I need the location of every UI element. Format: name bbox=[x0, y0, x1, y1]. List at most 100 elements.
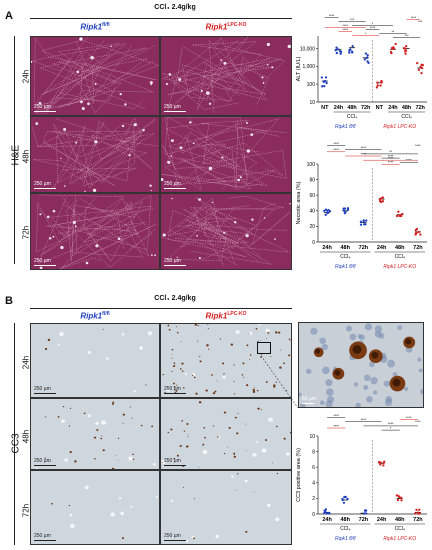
data-point bbox=[324, 213, 327, 216]
scale-label: 250 µm bbox=[164, 458, 181, 464]
scale-label: 250 µm bbox=[164, 258, 181, 264]
zoom-region-box bbox=[257, 342, 271, 354]
he-image-ko-24h: 250 µm bbox=[160, 36, 292, 116]
data-point bbox=[343, 495, 346, 499]
panel-a-stain-label: H&E bbox=[10, 144, 22, 166]
data-point bbox=[325, 512, 329, 515]
genotype-sup: LPC-KO bbox=[227, 22, 247, 28]
x-tick-label: 48h bbox=[395, 245, 405, 251]
necrotic-area-chart: 0 20 40 60 80 100 Necrotic area (%) 24h 48h 72h 24… bbox=[296, 142, 427, 270]
y-tick-label: 2 bbox=[312, 496, 315, 502]
data-point bbox=[334, 49, 337, 52]
significance-label: ** bbox=[392, 30, 395, 34]
genotype-sup: fl/fl bbox=[102, 311, 110, 317]
group-label: CCl₄ bbox=[347, 114, 357, 120]
zoom-texture bbox=[299, 323, 423, 407]
data-point bbox=[379, 200, 383, 204]
significance-label: **** bbox=[388, 157, 394, 161]
data-point bbox=[351, 51, 354, 54]
data-point bbox=[342, 209, 346, 212]
data-point bbox=[326, 211, 329, 215]
y-tick-label: 0 bbox=[312, 512, 315, 518]
data-point bbox=[379, 463, 382, 466]
cc3-image-fl-72h: 250 µm bbox=[30, 470, 160, 545]
zoom-connector-lines bbox=[256, 340, 299, 409]
significance-label: **** bbox=[361, 152, 367, 156]
data-point bbox=[395, 494, 398, 497]
data-point bbox=[417, 512, 421, 515]
x-tick-label: 72h bbox=[413, 517, 423, 523]
data-point bbox=[390, 51, 393, 55]
data-point bbox=[359, 223, 363, 226]
significance-label: *** bbox=[404, 34, 409, 38]
scale-label: 250 µm bbox=[164, 181, 181, 187]
x-tick-label: NT bbox=[376, 105, 384, 111]
data-point bbox=[323, 79, 327, 83]
panel-b-condition: CCl₄ 2.4g/kg bbox=[154, 295, 196, 302]
data-point bbox=[383, 460, 386, 463]
data-point bbox=[325, 81, 328, 85]
data-point bbox=[364, 223, 367, 226]
y-tick-label: 100 bbox=[307, 162, 316, 168]
data-point bbox=[416, 61, 419, 65]
data-point bbox=[418, 508, 421, 511]
data-point bbox=[339, 52, 342, 55]
data-point bbox=[382, 464, 385, 467]
tissue-texture bbox=[170, 472, 280, 543]
data-point bbox=[321, 85, 324, 88]
scale-label: 250 µm bbox=[34, 386, 51, 392]
significance-label: **** bbox=[342, 24, 348, 28]
data-point bbox=[401, 212, 404, 216]
x-tick-label: 24h bbox=[388, 105, 398, 111]
data-point bbox=[327, 511, 330, 515]
y-tick-label: 0 bbox=[312, 240, 315, 246]
scale-bar: 250 µm bbox=[34, 458, 56, 466]
data-point bbox=[323, 85, 326, 88]
data-point bbox=[342, 207, 345, 210]
tissue-texture bbox=[31, 117, 158, 192]
scale-bar: 250 µm bbox=[34, 104, 56, 112]
significance-label: *** bbox=[418, 20, 423, 24]
data-point bbox=[378, 197, 382, 201]
data-point bbox=[366, 54, 369, 57]
scale-bar: 250 µm bbox=[164, 104, 186, 112]
tissue-texture bbox=[162, 324, 291, 395]
significance-label: **** bbox=[333, 414, 339, 418]
significance-label: * bbox=[390, 426, 392, 430]
significance-label: **** bbox=[333, 148, 339, 152]
scale-label: 250 µm bbox=[164, 386, 181, 392]
panel-b-stain-label: CC3 bbox=[10, 433, 22, 454]
y-axis-label: Necrotic area (%) bbox=[296, 181, 302, 224]
genotype-name: Ripk1 bbox=[80, 311, 103, 321]
data-point bbox=[402, 47, 406, 50]
group-label: CCl₄ bbox=[340, 254, 350, 260]
data-point bbox=[348, 48, 352, 52]
scale-bar: 250 µm bbox=[164, 458, 186, 466]
scale-label: 250 µm bbox=[34, 181, 51, 187]
data-point bbox=[417, 68, 421, 72]
data-point bbox=[392, 46, 395, 49]
group-label: CCl₄ bbox=[395, 526, 405, 532]
he-image-ko-48h: 250 µm bbox=[160, 116, 292, 193]
y-tick-label: 6 bbox=[312, 465, 315, 471]
significance-label: **** bbox=[370, 26, 376, 30]
y-tick-label: 100 bbox=[307, 82, 316, 88]
he-image-fl-72h: 250 µm bbox=[30, 193, 160, 270]
group-label: CCl₄ bbox=[340, 526, 350, 532]
data-point bbox=[376, 81, 379, 84]
significance-label: **** bbox=[406, 159, 412, 163]
y-axis-label: ALT (IU/L) bbox=[296, 56, 302, 81]
cc3-image-ko-48h: 250 µm bbox=[160, 398, 292, 470]
scale-label: 250 µm bbox=[34, 104, 51, 110]
genotype-label: Ripk1 LPC-KO bbox=[383, 124, 416, 130]
he-image-fl-48h: 250 µm bbox=[30, 116, 160, 193]
significance-label: **** bbox=[333, 424, 339, 428]
data-point bbox=[404, 50, 407, 53]
x-tick-label: 48h bbox=[341, 245, 351, 251]
cc3-image-fl-48h: 250 µm bbox=[30, 398, 160, 470]
tissue-texture bbox=[161, 37, 291, 113]
panel-b-genotype-fl: Ripk1fl/fl bbox=[30, 311, 160, 321]
cc3-image-ko-24h: 250 µm bbox=[160, 323, 292, 398]
data-point bbox=[415, 508, 418, 512]
scale-bar: 250 µm bbox=[164, 386, 186, 394]
